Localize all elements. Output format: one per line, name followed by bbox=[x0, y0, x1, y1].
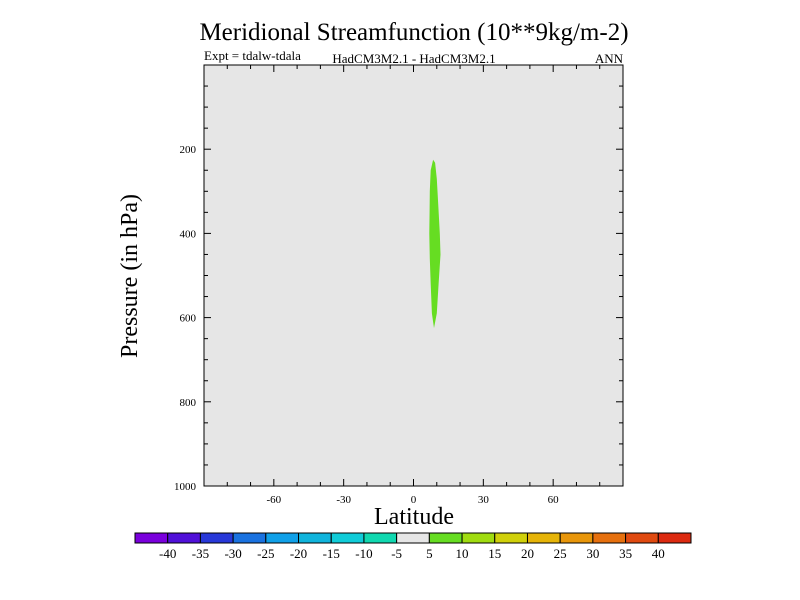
colorbar-swatch bbox=[592, 532, 627, 544]
colorbar-label: -20 bbox=[290, 546, 307, 561]
subtitle-right: ANN bbox=[595, 51, 624, 66]
colorbar-label: -5 bbox=[391, 546, 402, 561]
colorbar-label: 10 bbox=[456, 546, 469, 561]
colorbar-swatch bbox=[134, 532, 169, 544]
colorbar-swatch bbox=[265, 532, 300, 544]
chart-title: Meridional Streamfunction (10**9kg/m-2) bbox=[199, 19, 628, 46]
colorbar-swatch bbox=[526, 532, 561, 544]
contour-region-positive-anomaly bbox=[429, 159, 441, 329]
colorbar-swatch bbox=[298, 532, 332, 544]
colorbar-label: 25 bbox=[554, 546, 567, 561]
colorbar-label: -10 bbox=[355, 546, 372, 561]
y-tick-label: 200 bbox=[180, 144, 197, 156]
colorbar-label: -25 bbox=[257, 546, 274, 561]
subtitle-center: HadCM3M2.1 - HadCM3M2.1 bbox=[332, 51, 495, 66]
subtitle-left: Expt = tdalw-tdala bbox=[204, 48, 301, 63]
colorbar-swatch bbox=[428, 532, 463, 544]
colorbar-label: 15 bbox=[488, 546, 501, 561]
plot-area bbox=[204, 65, 623, 486]
colorbar-label: 20 bbox=[521, 546, 534, 561]
y-tick-label: 800 bbox=[180, 397, 197, 409]
colorbar-swatch bbox=[330, 532, 365, 544]
y-tick-label: 600 bbox=[180, 313, 197, 325]
x-tick-label: -30 bbox=[336, 494, 351, 506]
x-tick-label: -60 bbox=[266, 494, 281, 506]
colorbar-label: 30 bbox=[586, 546, 599, 561]
y-axis-label: Pressure (in hPa) bbox=[117, 194, 143, 358]
colorbar-swatch bbox=[363, 532, 398, 544]
colorbar-swatch bbox=[396, 532, 430, 544]
colorbar-swatch bbox=[461, 532, 496, 544]
colorbar-label: 5 bbox=[426, 546, 433, 561]
colorbar-swatch bbox=[232, 532, 267, 544]
colorbar-swatch bbox=[199, 532, 234, 544]
y-tick-label: 400 bbox=[180, 228, 197, 240]
y-tick-label: 1000 bbox=[174, 481, 197, 493]
x-tick-label: 60 bbox=[548, 494, 560, 506]
x-tick-label: 0 bbox=[411, 494, 417, 506]
colorbar-swatch bbox=[625, 532, 659, 544]
colorbar-label: -40 bbox=[159, 546, 176, 561]
colorbar-swatch bbox=[657, 532, 692, 544]
x-tick-label: 30 bbox=[478, 494, 490, 506]
x-axis-label: Latitude bbox=[374, 504, 454, 530]
colorbar-swatch bbox=[494, 532, 528, 544]
colorbar-label: 35 bbox=[619, 546, 632, 561]
colorbar-swatch bbox=[167, 532, 201, 544]
colorbar-label: 40 bbox=[652, 546, 665, 561]
colorbar-label: -15 bbox=[323, 546, 340, 561]
colorbar-label: -30 bbox=[224, 546, 241, 561]
colorbar-swatch bbox=[559, 532, 594, 544]
colorbar-label: -35 bbox=[192, 546, 209, 561]
